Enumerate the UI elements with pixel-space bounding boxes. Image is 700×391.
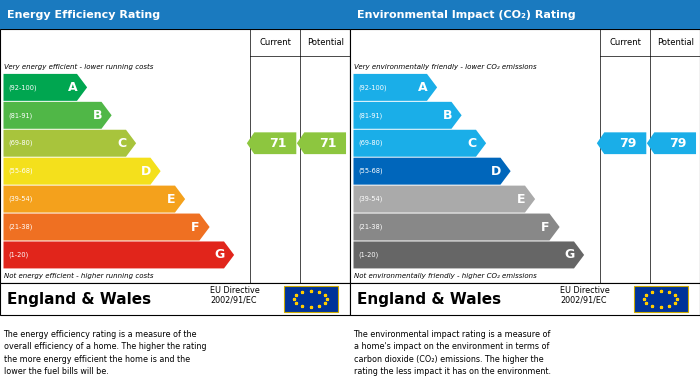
Text: (55-68): (55-68) <box>8 168 33 174</box>
Text: (92-100): (92-100) <box>358 84 386 91</box>
Text: Very energy efficient - lower running costs: Very energy efficient - lower running co… <box>4 64 153 70</box>
Polygon shape <box>354 74 437 101</box>
Bar <box>0 0 350 29</box>
Text: A: A <box>418 81 428 94</box>
Bar <box>350 283 700 315</box>
Polygon shape <box>354 130 486 157</box>
Text: Current: Current <box>609 38 641 47</box>
Text: (39-54): (39-54) <box>358 196 382 202</box>
Text: D: D <box>491 165 501 178</box>
Text: Potential: Potential <box>307 38 344 47</box>
Text: 71: 71 <box>269 137 286 150</box>
Text: C: C <box>467 137 476 150</box>
Text: Not environmentally friendly - higher CO₂ emissions: Not environmentally friendly - higher CO… <box>354 273 536 280</box>
Text: The energy efficiency rating is a measure of the
overall efficiency of a home. T: The energy efficiency rating is a measur… <box>4 330 206 376</box>
Text: (39-54): (39-54) <box>8 196 32 202</box>
Text: Very environmentally friendly - lower CO₂ emissions: Very environmentally friendly - lower CO… <box>354 64 536 70</box>
Text: G: G <box>565 248 575 262</box>
Polygon shape <box>4 158 160 185</box>
Text: (55-68): (55-68) <box>358 168 383 174</box>
Text: 79: 79 <box>619 137 636 150</box>
Text: E: E <box>517 193 525 206</box>
Polygon shape <box>354 213 559 240</box>
Text: (81-91): (81-91) <box>358 112 382 118</box>
Bar <box>634 286 687 312</box>
Text: F: F <box>191 221 200 233</box>
Bar <box>350 29 700 283</box>
Polygon shape <box>4 242 234 268</box>
Text: EU Directive
2002/91/EC: EU Directive 2002/91/EC <box>210 285 260 305</box>
Polygon shape <box>4 213 209 240</box>
Text: (1-20): (1-20) <box>8 252 28 258</box>
Text: England & Wales: England & Wales <box>357 292 501 307</box>
Polygon shape <box>4 130 136 157</box>
Text: (21-38): (21-38) <box>8 224 32 230</box>
Bar <box>0 283 350 315</box>
Text: E: E <box>167 193 175 206</box>
Text: (69-80): (69-80) <box>358 140 382 147</box>
Bar <box>284 286 337 312</box>
Text: (1-20): (1-20) <box>358 252 378 258</box>
Text: F: F <box>541 221 550 233</box>
Text: (69-80): (69-80) <box>8 140 32 147</box>
Polygon shape <box>354 102 461 129</box>
Polygon shape <box>4 74 87 101</box>
Text: B: B <box>442 109 452 122</box>
Polygon shape <box>597 132 646 154</box>
Polygon shape <box>354 158 510 185</box>
Text: EU Directive
2002/91/EC: EU Directive 2002/91/EC <box>560 285 610 305</box>
Text: B: B <box>92 109 102 122</box>
Polygon shape <box>4 186 185 213</box>
Text: A: A <box>68 81 78 94</box>
Text: The environmental impact rating is a measure of
a home's impact on the environme: The environmental impact rating is a mea… <box>354 330 551 376</box>
Text: Environmental Impact (CO₂) Rating: Environmental Impact (CO₂) Rating <box>357 10 575 20</box>
Text: (21-38): (21-38) <box>358 224 382 230</box>
Text: England & Wales: England & Wales <box>7 292 151 307</box>
Text: Energy Efficiency Rating: Energy Efficiency Rating <box>7 10 160 20</box>
Text: (81-91): (81-91) <box>8 112 32 118</box>
Text: 71: 71 <box>319 137 337 150</box>
Polygon shape <box>354 186 535 213</box>
Polygon shape <box>247 132 296 154</box>
Bar <box>350 0 700 29</box>
Text: G: G <box>215 248 225 262</box>
Text: C: C <box>117 137 126 150</box>
Text: (92-100): (92-100) <box>8 84 36 91</box>
Bar <box>0 29 350 283</box>
Polygon shape <box>4 102 111 129</box>
Text: Not energy efficient - higher running costs: Not energy efficient - higher running co… <box>4 273 153 280</box>
Text: Potential: Potential <box>657 38 694 47</box>
Polygon shape <box>354 242 584 268</box>
Polygon shape <box>647 132 696 154</box>
Text: D: D <box>141 165 151 178</box>
Polygon shape <box>297 132 346 154</box>
Text: 79: 79 <box>669 137 686 150</box>
Text: Current: Current <box>259 38 291 47</box>
